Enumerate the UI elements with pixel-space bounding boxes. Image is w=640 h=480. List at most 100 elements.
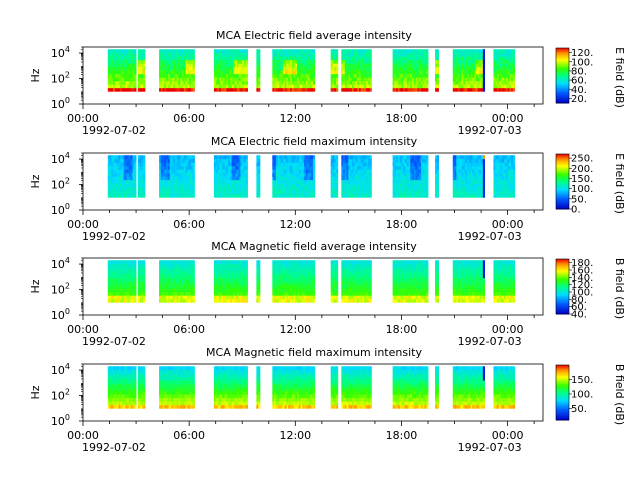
spectrogram-cell	[116, 172, 119, 177]
spectrogram-cell	[219, 70, 222, 75]
spectrogram-cell	[134, 260, 137, 265]
spectrogram-cell	[178, 260, 181, 265]
spectrogram-cell	[125, 186, 128, 191]
spectrogram-cell	[240, 73, 243, 78]
spectrogram-cell	[507, 77, 510, 82]
spectrogram-cell	[282, 155, 286, 160]
spectrogram-cell	[176, 52, 179, 57]
spectrogram-cell	[504, 165, 507, 170]
spectrogram-cell	[305, 186, 309, 191]
spectrogram-cell	[176, 176, 179, 181]
spectrogram-cell	[417, 176, 420, 181]
spectrogram-cell	[346, 63, 349, 68]
spectrogram-cell	[298, 162, 302, 167]
spectrogram-cell	[226, 260, 229, 265]
spectrogram-cell	[171, 87, 174, 92]
spectrogram-cell	[420, 52, 424, 57]
spectrogram-cell	[116, 73, 119, 78]
spectrogram-cell	[475, 52, 478, 57]
spectrogram-cell	[286, 56, 289, 61]
spectrogram-cell	[291, 274, 294, 279]
spectrogram-cell	[121, 172, 125, 177]
spectrogram-cell	[343, 66, 346, 71]
spectrogram-cell	[274, 260, 277, 265]
spectrogram-cell	[353, 52, 356, 57]
spectrogram-cell	[511, 66, 514, 71]
spectrogram-cell	[137, 56, 141, 61]
spectrogram-cell	[420, 183, 424, 188]
spectrogram-cell	[109, 193, 112, 198]
spectrogram-cell	[107, 80, 110, 85]
spectrogram-cell	[275, 77, 279, 82]
spectrogram-cell	[162, 179, 165, 184]
spectrogram-cell	[222, 183, 225, 188]
spectrogram-cell	[360, 155, 363, 160]
spectrogram-cell	[275, 49, 279, 54]
spectrogram-cell	[281, 263, 284, 268]
spectrogram-cell	[164, 274, 167, 279]
spectrogram-cell	[187, 298, 190, 303]
spectrogram-cell	[164, 260, 167, 265]
spectrogram-cell	[175, 63, 178, 68]
spectrogram-cell	[219, 87, 222, 92]
spectrogram-cell	[369, 80, 372, 85]
spectrogram-cell	[272, 73, 275, 78]
spectrogram-cell	[472, 172, 475, 177]
spectrogram-cell	[304, 179, 307, 184]
spectrogram-cell	[291, 267, 294, 272]
spectrogram-cell	[472, 158, 475, 163]
spectrogram-cell	[178, 270, 181, 275]
spectrogram-cell	[497, 176, 500, 181]
spectrogram-cell	[284, 169, 287, 174]
spectrogram-cell	[417, 183, 420, 188]
spectrogram-cell	[277, 295, 280, 300]
spectrogram-cell	[295, 70, 298, 75]
spectrogram-cell	[222, 267, 225, 272]
spectrogram-cell	[360, 87, 363, 92]
spectrogram-cell	[456, 56, 459, 61]
spectrogram-cell	[167, 179, 171, 184]
spectrogram-cell	[236, 155, 240, 160]
spectrogram-cell	[226, 162, 229, 167]
spectrogram-cell	[275, 66, 279, 71]
spectrogram-cell	[187, 179, 190, 184]
spectrogram-cell	[217, 260, 220, 265]
colorbar-segment	[556, 72, 569, 75]
spectrogram-cell	[217, 186, 220, 191]
spectrogram-cell	[120, 298, 123, 303]
spectrogram-cell	[256, 288, 259, 293]
spectrogram-cell	[190, 80, 194, 85]
spectrogram-cell	[219, 176, 222, 181]
spectrogram-cell	[166, 186, 169, 191]
spectrogram-cell	[134, 179, 137, 184]
spectrogram-cell	[396, 70, 399, 75]
spectrogram-cell	[509, 179, 512, 184]
spectrogram-cell	[171, 183, 174, 188]
spectrogram-cell	[419, 179, 422, 184]
spectrogram-cell	[369, 56, 372, 61]
spectrogram-cell	[180, 66, 183, 71]
spectrogram-cell	[160, 73, 164, 78]
spectrogram-cell	[420, 80, 424, 85]
spectrogram-cell	[166, 298, 169, 303]
spectrogram-cell	[189, 186, 192, 191]
spectrogram-cell	[454, 155, 457, 160]
spectrogram-cell	[293, 77, 296, 82]
spectrogram-cell	[413, 87, 417, 92]
spectrogram-cell	[313, 59, 316, 64]
spectrogram-cell	[192, 172, 195, 177]
spectrogram-cell	[281, 186, 284, 191]
spectrogram-cell	[143, 298, 146, 303]
spectrogram-cell	[351, 183, 355, 188]
spectrogram-cell	[458, 183, 461, 188]
spectrogram-cell	[435, 172, 438, 177]
spectrogram-cell	[274, 70, 277, 75]
spectrogram-cell	[258, 267, 261, 272]
spectrogram-cell	[286, 267, 289, 272]
spectrogram-cell	[228, 63, 231, 68]
spectrogram-cell	[238, 176, 241, 181]
spectrogram-cell	[143, 165, 146, 170]
spectrogram-cell	[121, 70, 125, 75]
spectrogram-cell	[307, 162, 310, 167]
spectrogram-cell	[332, 70, 335, 75]
